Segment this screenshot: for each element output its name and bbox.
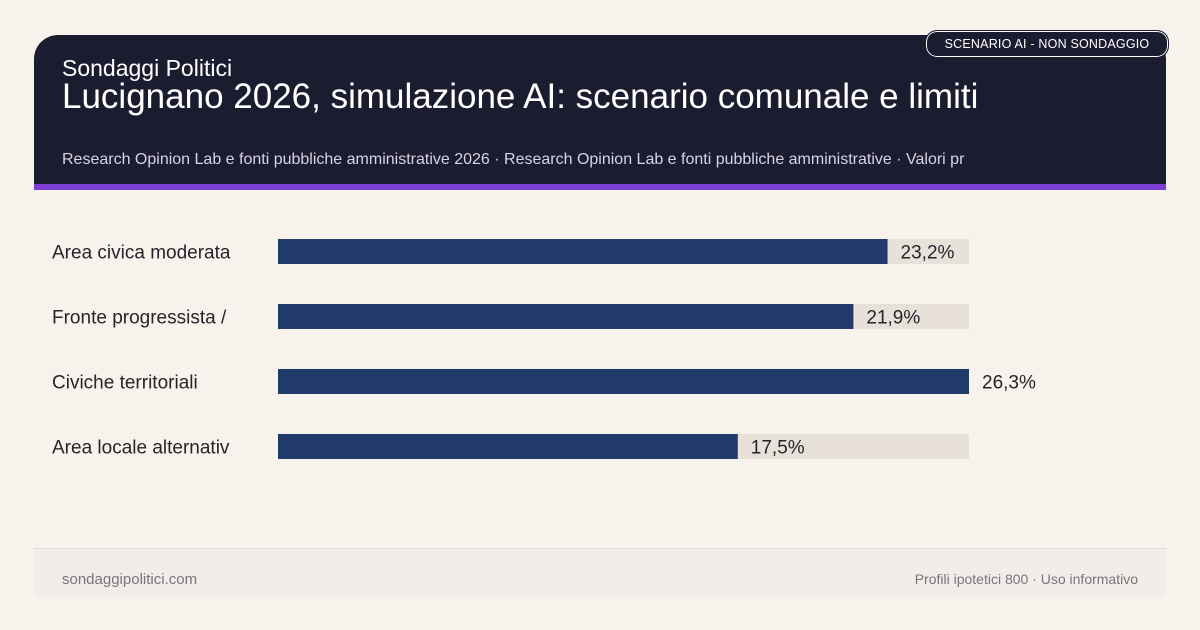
scenario-badge: SCENARIO AI - NON SONDAGGIO bbox=[925, 30, 1169, 58]
footer-note: Profili ipotetici 800 · Uso informativo bbox=[914, 571, 1138, 587]
category-label: Area locale alternativ bbox=[52, 438, 230, 459]
bar bbox=[278, 369, 969, 394]
bar bbox=[278, 434, 738, 459]
value-label: 17,5% bbox=[751, 438, 805, 459]
category-label: Area civica moderata bbox=[52, 243, 231, 264]
bar bbox=[278, 304, 854, 329]
brand-name: Sondaggi Politici bbox=[62, 55, 233, 81]
value-label: 23,2% bbox=[901, 243, 955, 264]
bar bbox=[278, 239, 888, 264]
footer-site[interactable]: sondaggipolitici.com bbox=[62, 571, 198, 588]
value-label: 26,3% bbox=[982, 373, 1036, 394]
page-title: Lucignano 2026, simulazione AI: scenario… bbox=[62, 77, 979, 116]
category-label: Fronte progressista / bbox=[52, 308, 227, 329]
accent-bar bbox=[34, 184, 1166, 190]
footer: sondaggipolitici.com Profili ipotetici 8… bbox=[34, 548, 1166, 597]
header-panel: Sondaggi Politici Lucignano 2026, simula… bbox=[34, 35, 1166, 184]
page-subtitle: Research Opinion Lab e fonti pubbliche a… bbox=[62, 151, 965, 168]
category-label: Civiche territoriali bbox=[52, 373, 198, 394]
value-label: 21,9% bbox=[866, 308, 920, 329]
